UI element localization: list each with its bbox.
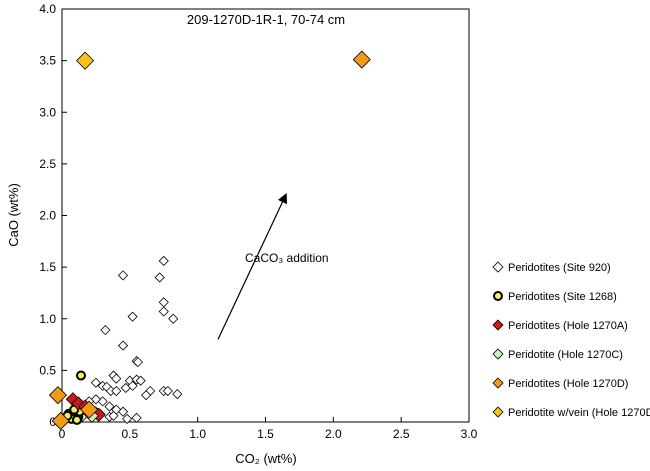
legend-label: Peridotites (Site 1268) (508, 291, 617, 303)
legend-marker (492, 261, 504, 273)
legend-label: Peridotite (Hole 1270C) (508, 349, 623, 361)
data-point (132, 357, 144, 368)
x-axis: 0 0.5 1.0 1.5 2.0 2.5 3.0 (59, 417, 478, 441)
legend: Peridotites (Site 920) Peridotites (Site … (492, 261, 650, 419)
legend-marker (492, 377, 504, 389)
y-axis: 00.51.01.52.02.53.03.54.0 (39, 2, 67, 429)
data-point (162, 385, 173, 397)
legend-label: Peridotites (Site 920) (508, 262, 611, 274)
data-point (117, 340, 129, 351)
data-point (158, 297, 169, 308)
plot-area (61, 8, 470, 423)
data-point (158, 306, 169, 317)
data-point (127, 380, 138, 391)
data-point (71, 414, 82, 425)
data-point (108, 410, 119, 421)
data-point (168, 313, 179, 324)
data-point (90, 377, 101, 388)
x-axis-title: CO₂ (wt%) (235, 451, 296, 466)
trend-arrow (217, 193, 287, 340)
x-tick-label: 3.0 (461, 427, 478, 441)
legend-label: Peridotites (Hole 1270D) (508, 378, 628, 390)
data-point (117, 406, 129, 417)
data-point (75, 370, 86, 381)
y-tick-label: 2.0 (39, 209, 56, 223)
y-tick-label: 0.5 (39, 363, 56, 377)
data-point (141, 390, 152, 401)
x-tick-label: 1.0 (189, 427, 206, 441)
x-tick-label: 2.0 (325, 427, 342, 441)
data-point (127, 311, 138, 322)
y-tick-label: 1.5 (39, 260, 56, 274)
data-point (154, 272, 165, 283)
data-point (111, 373, 122, 384)
legend-label: Peridotites (Hole 1270A) (508, 320, 628, 332)
data-point (48, 386, 67, 405)
data-point (158, 255, 169, 266)
data-point (122, 413, 133, 424)
data-point (172, 389, 183, 400)
legend-marker (492, 348, 504, 360)
legend-label: Peridotite w/vein (Hole 1270D) (508, 407, 650, 419)
data-point (104, 401, 115, 412)
chart-title: 209-1270D-1R-1, 70-74 cm (187, 12, 345, 27)
data-point (117, 270, 129, 281)
x-tick-label: 0.5 (121, 427, 138, 441)
data-point (135, 375, 146, 386)
y-tick-label: 4.0 (39, 2, 56, 16)
y-tick-label: 3.5 (39, 54, 56, 68)
data-point (51, 411, 70, 431)
legend-marker (493, 291, 503, 301)
y-axis-title: CaO (wt%) (6, 183, 21, 247)
data-point (111, 385, 122, 397)
y-tick-label: 3.0 (39, 105, 56, 119)
x-tick-label: 2.5 (393, 427, 410, 441)
data-point (352, 50, 371, 69)
annotation-label: CaCO₃ addition (245, 251, 329, 265)
legend-marker (492, 406, 504, 418)
data-point (131, 412, 142, 423)
data-point (80, 400, 99, 419)
data-point (100, 325, 111, 336)
x-tick-label: 1.5 (257, 427, 274, 441)
data-point (75, 51, 95, 70)
data-points (48, 50, 371, 431)
y-tick-label: 2.5 (39, 157, 56, 171)
legend-marker (492, 319, 504, 331)
x-tick-label: 0 (59, 427, 66, 441)
y-tick-label: 1.0 (39, 312, 56, 326)
